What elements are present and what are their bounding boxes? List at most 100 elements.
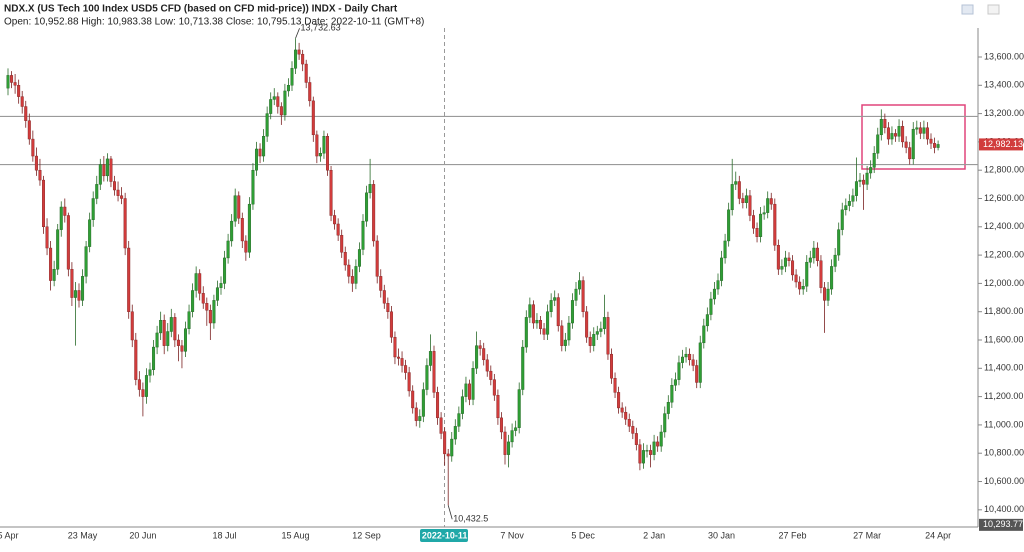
candle-body (869, 167, 873, 174)
candle-body (233, 195, 237, 222)
toolbar-icon[interactable] (961, 4, 974, 15)
y-tick-label: 12,000.00 (984, 278, 1024, 288)
last-price-label: 12,982.13 (983, 139, 1023, 149)
candle-body (592, 334, 596, 346)
candle-body (283, 90, 287, 116)
candle-body (755, 228, 759, 237)
candle-body (17, 85, 21, 97)
candle-body (407, 372, 411, 392)
candle-body (570, 300, 574, 324)
candle-body (49, 247, 53, 281)
candle-body (766, 198, 770, 213)
candle-body (52, 269, 56, 281)
candle-body (141, 389, 145, 397)
candle-body (244, 240, 248, 253)
toolbar-icon[interactable] (987, 4, 1000, 15)
candle-body (737, 181, 741, 199)
candle-body (549, 300, 553, 312)
crosshair-date-box (420, 529, 468, 542)
candle-body (936, 144, 940, 148)
candle-body (134, 339, 138, 380)
candle-body (546, 311, 550, 335)
candle-body (815, 247, 819, 261)
candle-body (911, 128, 915, 160)
candle-body (677, 362, 681, 380)
candle-body (894, 133, 898, 137)
candle-body (286, 85, 290, 92)
candle-body (844, 205, 848, 211)
candle-body (336, 223, 340, 236)
candle-body (659, 431, 663, 447)
candle-body (318, 153, 322, 157)
candle-body (535, 319, 539, 324)
chart-title: NDX.X (US Tech 100 Index USD5 CFD (based… (4, 4, 398, 15)
candle-body (542, 328, 546, 335)
candle-body (453, 426, 457, 440)
candle-body (748, 195, 752, 216)
x-tick-label: 20 Jun (129, 530, 156, 540)
candle-body (73, 290, 77, 298)
last-price-box (979, 138, 1023, 151)
candle-body (148, 369, 152, 376)
candle-body (865, 172, 869, 185)
candle-body (194, 273, 198, 291)
candle-body (890, 133, 894, 140)
x-tick-label: 7 Nov (500, 530, 524, 540)
candle-body (769, 198, 773, 205)
candle-body (801, 286, 805, 290)
candle-body (237, 195, 241, 219)
candle-body (13, 82, 17, 86)
candle-body (471, 368, 475, 400)
x-tick-label: 24 Apr (925, 530, 951, 540)
candle-body (752, 215, 756, 229)
candle-body (716, 280, 720, 290)
annotation-label: 10,432.5 (453, 514, 488, 524)
candle-body (201, 293, 205, 304)
ohlc-info: Open: 10,952.88 High: 10,983.38 Low: 10,… (4, 17, 424, 28)
x-tick-label: 27 Feb (779, 530, 807, 540)
candle-body (805, 261, 809, 287)
candle-body (837, 229, 841, 256)
candle-body (127, 247, 131, 312)
candle-body (42, 179, 46, 228)
candle-body (354, 266, 358, 284)
candle-body (368, 184, 372, 194)
candle-body (705, 314, 709, 327)
low-marker-box (979, 518, 1023, 531)
candle-body (627, 419, 631, 427)
candle-body (347, 264, 351, 277)
x-tick-label: 12 Sep (352, 530, 381, 540)
candle-body (645, 450, 649, 452)
candle-body (389, 311, 393, 338)
candle-body (301, 53, 305, 65)
y-tick-label: 10,600.00 (984, 476, 1024, 486)
candle-body (531, 304, 535, 324)
candle-body (922, 127, 926, 134)
candle-body (823, 287, 827, 301)
candle-body (70, 269, 74, 298)
candle-body (830, 266, 834, 290)
candle-body (276, 96, 280, 107)
y-tick-label: 11,400.00 (984, 363, 1023, 373)
candle-body (539, 319, 543, 329)
candle-body (432, 351, 436, 393)
candle-body (808, 257, 812, 263)
candle-body (681, 356, 685, 363)
candle-body (872, 153, 876, 168)
candle-body (688, 353, 692, 361)
candle-body (858, 179, 862, 182)
candle-body (904, 141, 908, 148)
candle-body (262, 136, 266, 157)
candle-body (361, 220, 365, 250)
candle-body (684, 353, 688, 358)
candle-body (84, 246, 88, 277)
candle-body (205, 303, 209, 311)
plot: 10,400.00 10,600.00 10,800.00 11,000.00 11,2… (0, 23, 1024, 540)
candle-body (862, 179, 866, 185)
candle-body (727, 209, 731, 242)
x-tick-label: 15 Aug (282, 530, 310, 540)
candle-body (240, 218, 244, 242)
candle-body (173, 317, 177, 341)
candle-body (247, 203, 251, 253)
